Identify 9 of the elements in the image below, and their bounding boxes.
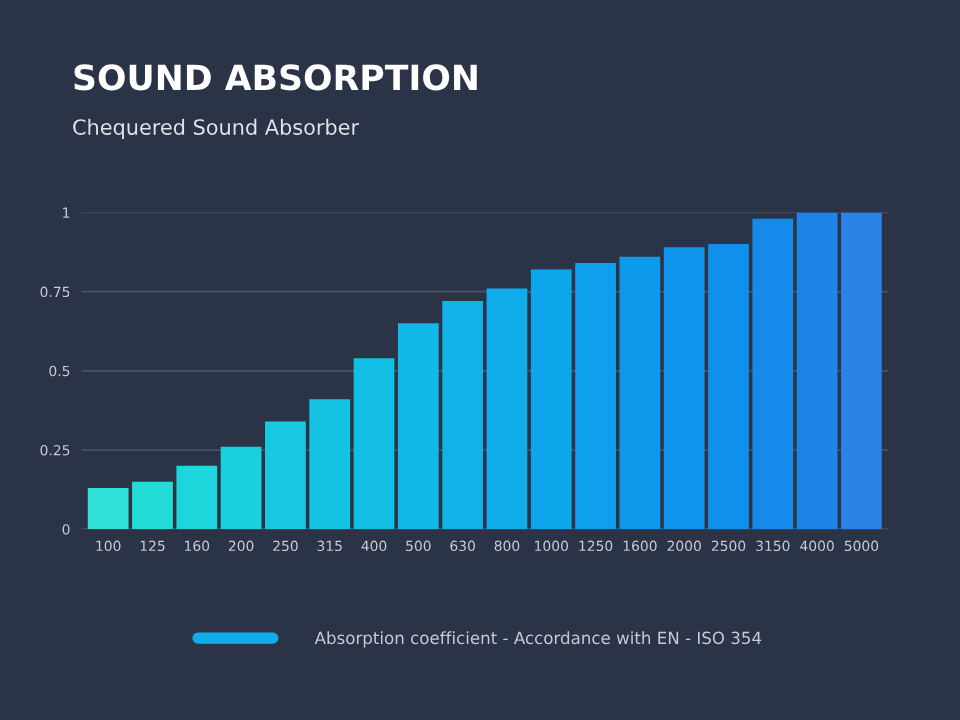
- chart-subtitle: Chequered Sound Absorber: [73, 118, 360, 139]
- bar: [796, 212, 838, 530]
- bar: [87, 488, 129, 530]
- bar: [220, 446, 262, 530]
- chart-title: SOUND ABSORPTION: [74, 64, 477, 91]
- bar: [841, 212, 882, 530]
- bar: [353, 358, 395, 530]
- text: Absorption coefficient - Accordance with EN - ISO 354: [314, 631, 762, 648]
- bar: [486, 288, 528, 530]
